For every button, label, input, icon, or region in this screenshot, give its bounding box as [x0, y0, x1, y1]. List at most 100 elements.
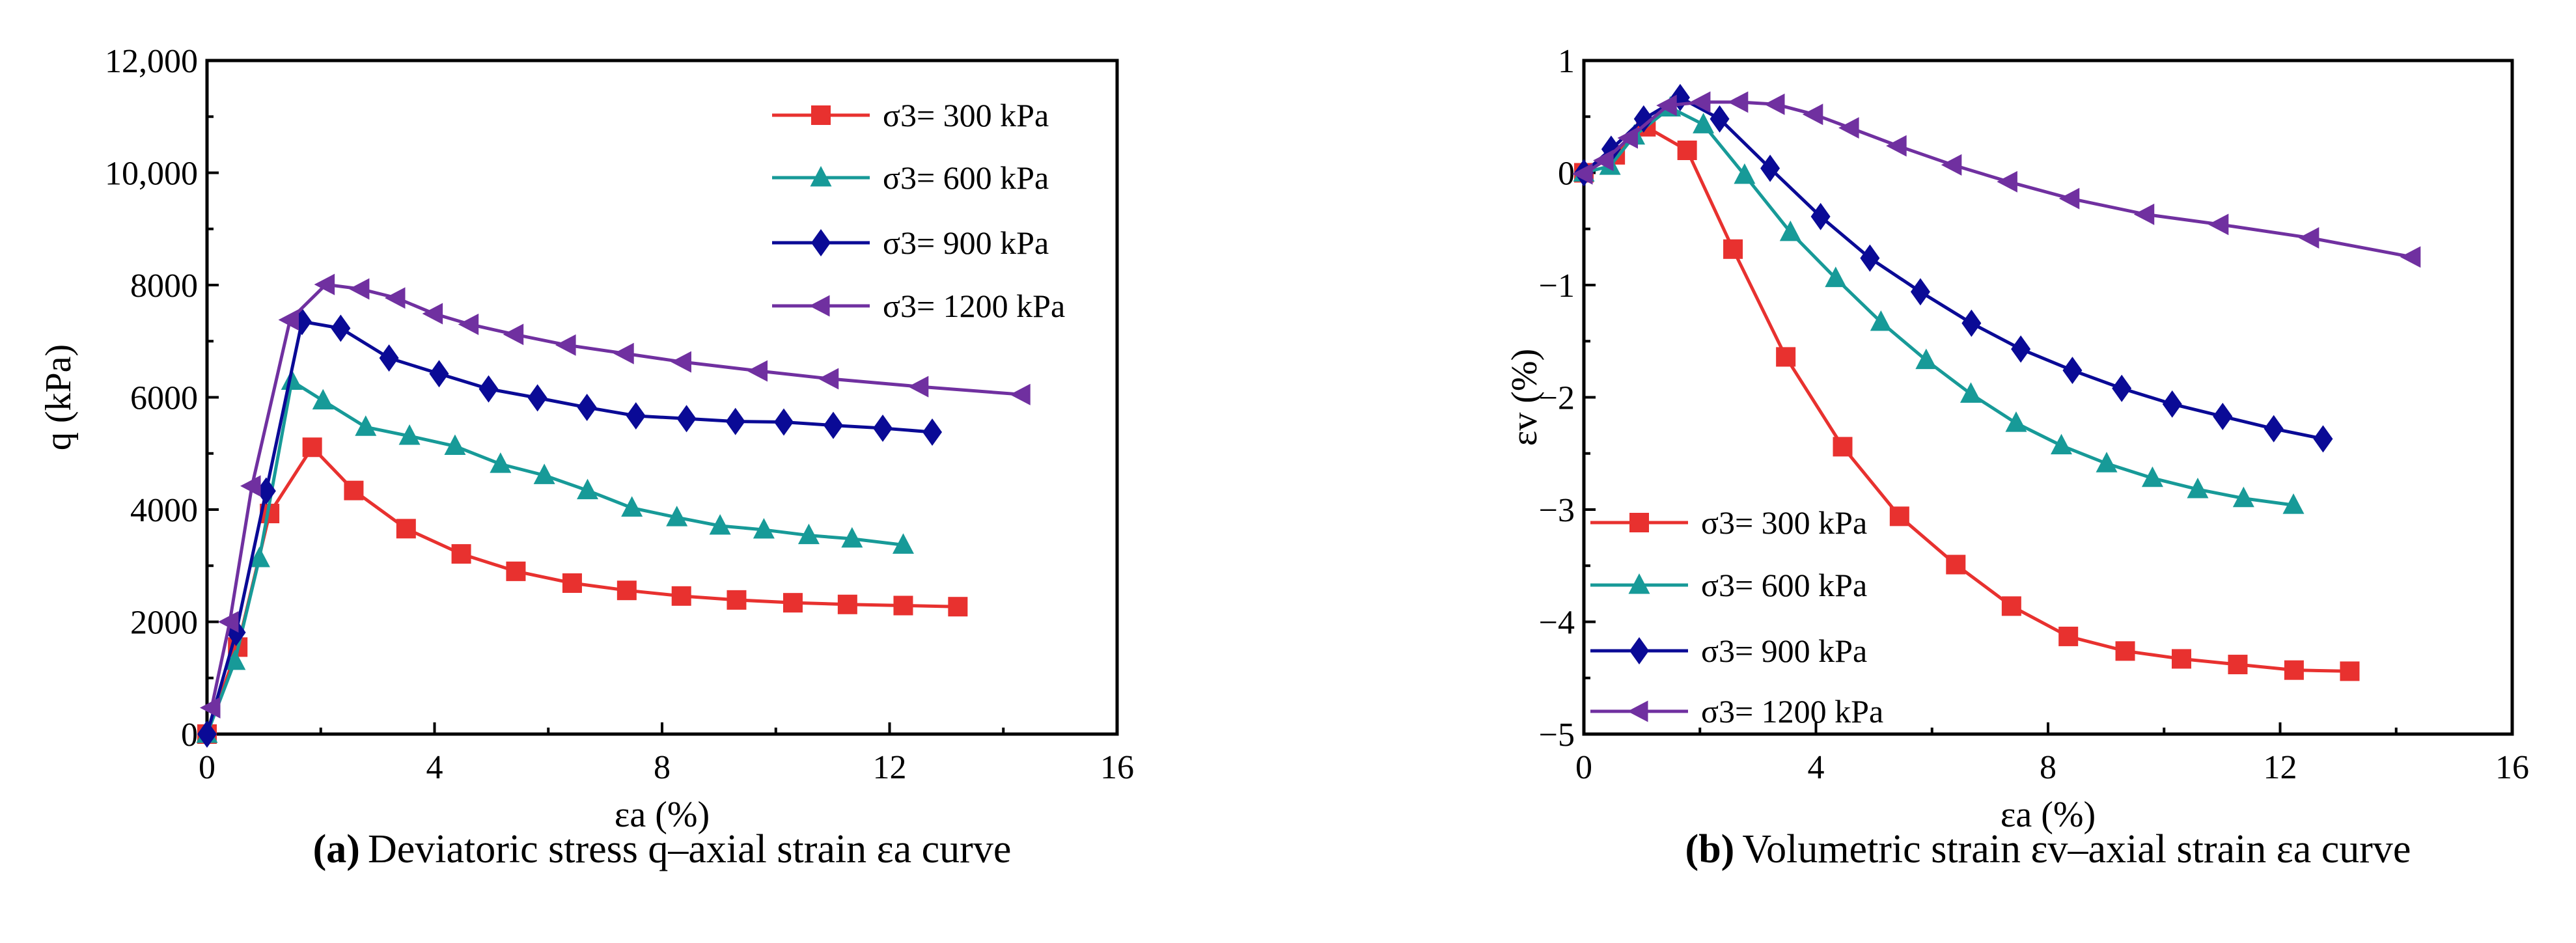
x-tick-label: 8 — [2040, 749, 2057, 786]
legend-label: σ3= 300 kPa — [883, 97, 1049, 133]
triangle-left-marker — [1010, 383, 1031, 405]
diamond-marker — [2162, 390, 2182, 418]
triangle-left-marker — [503, 323, 524, 346]
square-marker — [396, 519, 416, 539]
square-marker — [1629, 513, 1649, 532]
y-tick-label: 6000 — [130, 380, 198, 417]
diamond-marker — [1860, 244, 1880, 272]
diamond-marker — [2112, 374, 2132, 402]
y-tick-label: −5 — [1539, 717, 1575, 754]
legend-entry: σ3= 600 kPa — [1590, 567, 1867, 603]
triangle-up-marker — [709, 514, 731, 535]
diamond-marker — [2213, 402, 2233, 430]
legend-label: σ3= 600 kPa — [883, 159, 1049, 196]
triangle-up-marker — [490, 452, 512, 473]
diamond-marker — [577, 394, 597, 422]
triangle-left-marker — [1617, 127, 1639, 149]
triangle-up-marker — [892, 533, 914, 554]
square-marker — [1723, 239, 1743, 259]
triangle-left-marker — [1627, 700, 1648, 722]
diamond-marker — [1961, 309, 1982, 337]
series-3600-kpa — [1573, 96, 2305, 514]
series-3300-kpa — [197, 437, 968, 744]
x-axis-title: εa (%) — [2001, 795, 2096, 835]
triangle-left-marker — [1886, 135, 1907, 157]
square-marker — [562, 573, 582, 593]
x-tick-label: 16 — [2495, 749, 2529, 786]
square-marker — [893, 595, 913, 616]
diamond-marker — [256, 477, 276, 505]
triangle-up-marker — [810, 166, 832, 187]
legend-label: σ3= 300 kPa — [1701, 504, 1867, 541]
triangle-left-marker — [747, 360, 768, 382]
diamond-marker — [331, 314, 351, 342]
square-marker — [2171, 649, 2191, 669]
diamond-marker — [429, 360, 449, 388]
series-3600-kpa — [196, 369, 914, 743]
y-tick-label: −3 — [1539, 492, 1575, 529]
legend-entry: σ3= 900 kPa — [1590, 633, 1867, 669]
y-axis-title: q (kPa) — [38, 344, 79, 450]
y-axis-title: εv (%) — [1504, 349, 1545, 446]
triangle-up-marker — [248, 547, 270, 567]
series-line — [205, 444, 958, 735]
triangle-up-marker — [2050, 433, 2072, 455]
triangle-left-marker — [422, 303, 443, 325]
square-marker — [727, 590, 747, 610]
series-3900-kpa — [1574, 83, 2333, 453]
diamond-marker — [2011, 335, 2031, 363]
legend-entry: σ3= 1200 kPa — [1590, 693, 1883, 730]
diamond-marker — [2313, 425, 2333, 453]
triangle-up-marker — [2096, 452, 2118, 472]
triangle-left-marker — [1941, 154, 1962, 176]
triangle-left-marker — [1802, 103, 1823, 126]
square-marker — [2228, 655, 2248, 675]
triangle-up-marker — [666, 506, 688, 526]
triangle-up-marker — [1915, 348, 1937, 370]
triangle-left-marker — [199, 696, 221, 718]
y-tick-label: 8000 — [130, 267, 198, 305]
y-tick-label: −1 — [1539, 267, 1575, 305]
legend-entry: σ3= 600 kPa — [772, 159, 1049, 196]
diamond-marker — [1810, 202, 1831, 230]
diamond-marker — [379, 344, 399, 372]
triangle-left-marker — [809, 295, 830, 317]
triangle-up-marker — [2232, 486, 2254, 508]
triangle-left-marker — [2058, 187, 2080, 210]
y-tick-label: 4000 — [130, 492, 198, 529]
caption-text: Deviatoric stress q–axial strain εa curv… — [368, 827, 1011, 871]
x-tick-label: 0 — [1575, 749, 1592, 786]
triangle-left-marker — [2400, 246, 2421, 268]
series-line — [1583, 105, 2294, 507]
triangle-up-marker — [281, 369, 303, 390]
y-tick-label: −4 — [1539, 605, 1575, 642]
triangle-left-marker — [907, 376, 929, 398]
triangle-up-marker — [1960, 382, 1982, 403]
diamond-marker — [2062, 357, 2083, 385]
triangle-up-marker — [2141, 466, 2163, 487]
legend-label: σ3= 900 kPa — [1701, 633, 1867, 669]
series-line — [1583, 124, 2350, 673]
triangle-up-marker — [797, 523, 820, 545]
square-marker — [302, 437, 322, 458]
triangle-left-marker — [1572, 163, 1593, 185]
figure-caption: (b) Volumetric strain εv–axial strain εa … — [1685, 827, 2411, 871]
square-marker — [344, 480, 364, 500]
square-marker — [1889, 506, 1909, 526]
square-marker — [837, 594, 857, 614]
square-marker — [451, 544, 471, 564]
legend-label: σ3= 1200 kPa — [1701, 693, 1883, 730]
diamond-marker — [873, 414, 893, 442]
diamond-marker — [1910, 278, 1930, 306]
triangle-left-marker — [555, 334, 576, 356]
series-3900-kpa — [197, 308, 943, 748]
diamond-marker — [922, 418, 943, 446]
square-marker — [782, 593, 803, 613]
triangle-up-marker — [533, 463, 555, 484]
x-tick-label: 12 — [2264, 749, 2297, 786]
triangle-left-marker — [278, 308, 299, 331]
square-marker — [948, 597, 968, 617]
triangle-left-marker — [1838, 117, 1859, 139]
triangle-up-marker — [753, 518, 775, 539]
legend-entry: σ3= 300 kPa — [772, 97, 1049, 133]
